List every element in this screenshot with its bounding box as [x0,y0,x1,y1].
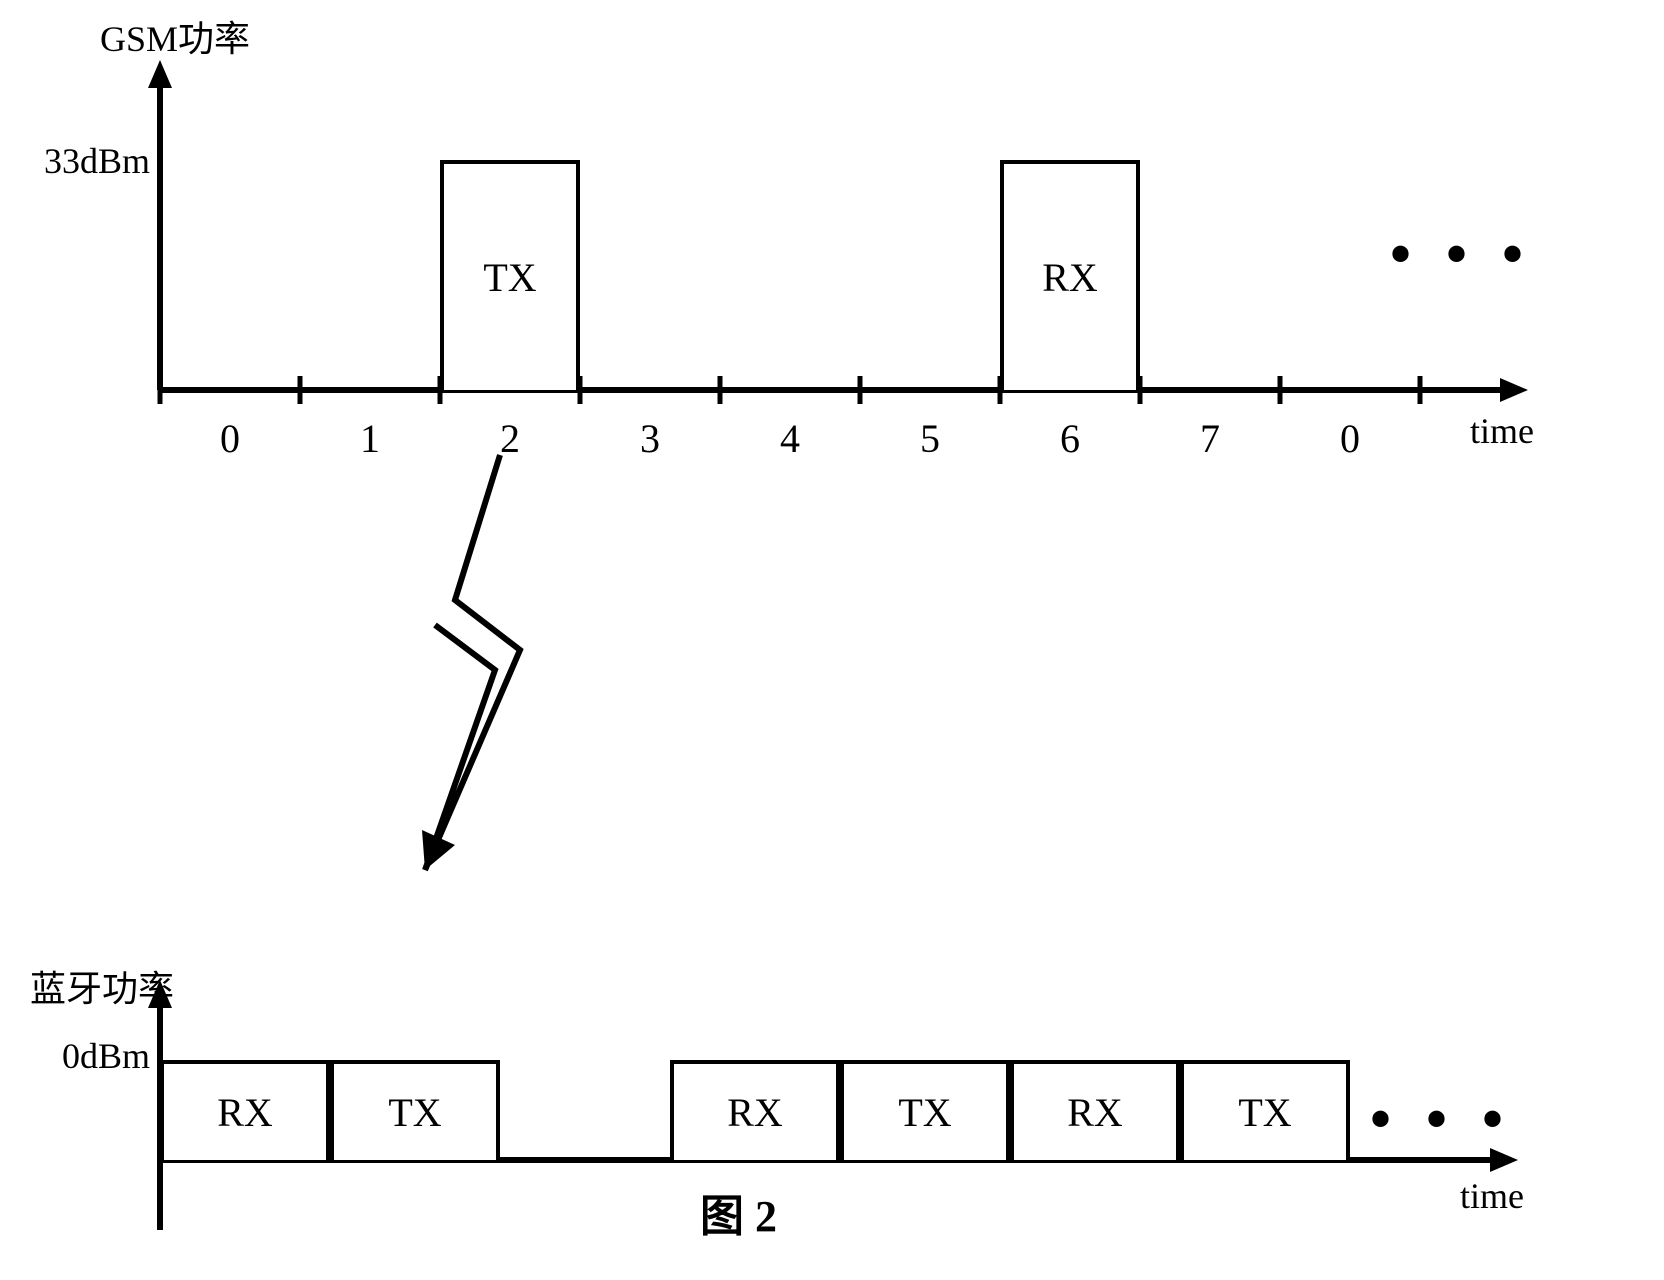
gsm-slot-bar: TX [440,160,580,390]
gsm-dots: • • • [1390,220,1533,289]
gsm-y-axis-title: GSM功率 [100,10,250,62]
bt-slot-cell: TX [1180,1060,1350,1160]
gsm-x-tick: 3 [630,415,670,462]
bt-slot-cell: RX [1010,1060,1180,1160]
gsm-x-tick: 0 [210,415,250,462]
lightning-bolt [390,400,590,960]
gsm-x-tick: 6 [1050,415,1090,462]
gsm-x-tick: 7 [1190,415,1230,462]
gsm-x-tick: 1 [350,415,390,462]
gsm-axes [80,60,1540,480]
bt-x-axis-title: time [1460,1175,1524,1217]
gsm-x-tick: 0 [1330,415,1370,462]
bt-slot-cell: RX [670,1060,840,1160]
gsm-x-tick: 4 [770,415,810,462]
bt-dots: • • • [1370,1085,1513,1154]
gsm-slot-bar: RX [1000,160,1140,390]
bt-slot-cell: RX [160,1060,330,1160]
gsm-x-tick: 5 [910,415,950,462]
bt-slot-cell: TX [840,1060,1010,1160]
gsm-x-axis-title: time [1470,410,1534,452]
bt-slot-cell: TX [330,1060,500,1160]
figure-caption: 图 2 [700,1180,777,1244]
